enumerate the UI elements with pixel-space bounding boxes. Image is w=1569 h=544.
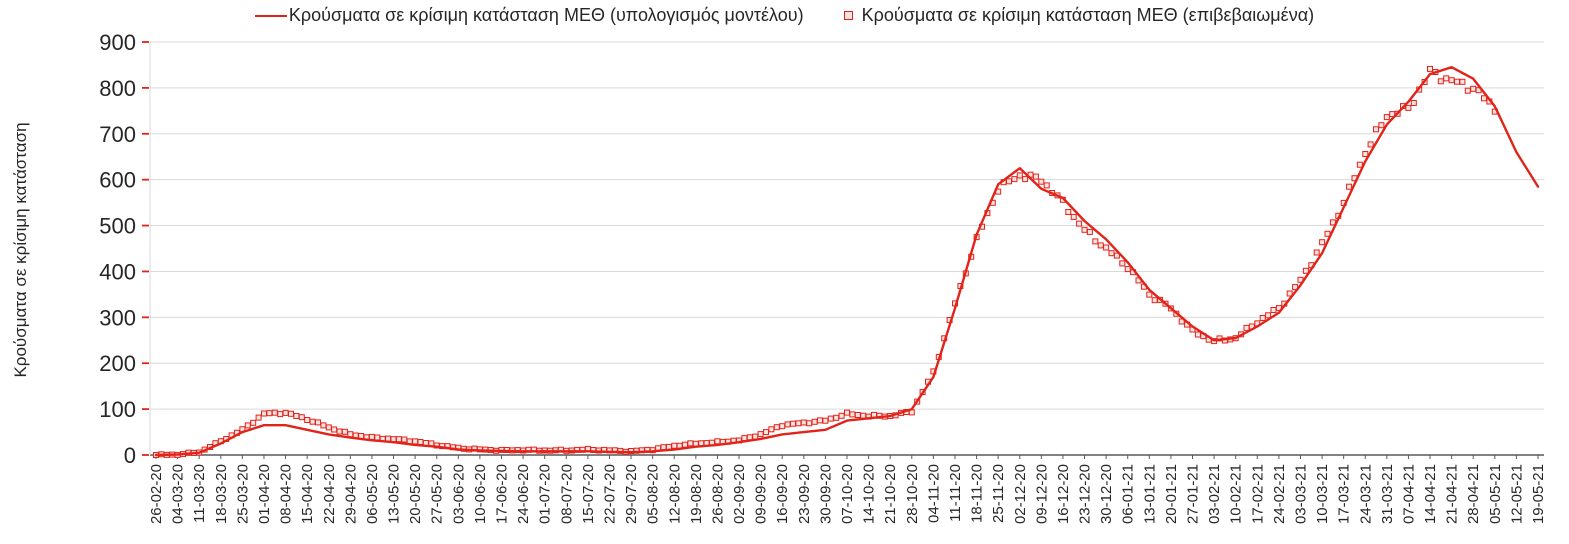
y-tick-label: 900 — [99, 30, 136, 55]
legend-item-confirmed: Κρούσματα σε κρίσιμη κατάσταση ΜΕΘ (επιβ… — [843, 5, 1315, 26]
x-tick-label: 24-06-20 — [515, 464, 532, 524]
x-tick-label: 24-03-21 — [1357, 464, 1374, 524]
x-tick-label: 09-09-20 — [753, 464, 770, 524]
x-tick-label: 25-03-20 — [234, 464, 251, 524]
x-tick-label: 08-04-20 — [278, 464, 295, 524]
x-tick-label: 21-04-21 — [1444, 464, 1461, 524]
chart-legend: Κρούσματα σε κρίσιμη κατάσταση ΜΕΘ (υπολ… — [0, 5, 1569, 26]
x-tick-label: 07-04-21 — [1400, 464, 1417, 524]
model-series-line — [154, 65, 1540, 457]
x-tick-label: 20-01-21 — [1163, 464, 1180, 524]
x-tick-label: 23-12-20 — [1077, 464, 1094, 524]
x-tick-label: 27-01-21 — [1185, 464, 1202, 524]
x-tick-label: 07-10-20 — [839, 464, 856, 524]
y-axis-title: Κρούσματα σε κρίσιμη κατάσταση — [11, 122, 30, 377]
x-tick-label: 10-02-21 — [1228, 464, 1245, 524]
x-tick-label: 03-02-21 — [1206, 464, 1223, 524]
legend-label-model: Κρούσματα σε κρίσιμη κατάσταση ΜΕΘ (υπολ… — [288, 5, 804, 25]
x-tick-label: 18-03-20 — [213, 464, 230, 524]
x-tick-label: 13-05-20 — [386, 464, 403, 524]
x-tick-label: 16-12-20 — [1055, 464, 1072, 524]
x-tick-label: 14-10-20 — [861, 464, 878, 524]
y-tick-label: 500 — [99, 214, 136, 239]
x-tick-label: 20-05-20 — [407, 464, 424, 524]
x-tick-label: 10-03-21 — [1314, 464, 1331, 524]
x-tick-label: 29-04-20 — [342, 464, 359, 524]
x-tick-label: 15-07-20 — [580, 464, 597, 524]
x-tick-label: 18-11-20 — [969, 464, 986, 523]
x-tick-label: 04-03-20 — [170, 464, 187, 524]
x-tick-label: 13-01-21 — [1141, 464, 1158, 524]
confirmed-square-swatch — [843, 11, 853, 20]
y-tick-label: 800 — [99, 76, 136, 101]
x-tick-label: 30-12-20 — [1098, 464, 1115, 524]
legend-label-confirmed: Κρούσματα σε κρίσιμη κατάσταση ΜΕΘ (επιβ… — [861, 5, 1315, 25]
x-tick-label: 21-10-20 — [882, 464, 899, 524]
y-tick-label: 700 — [99, 122, 136, 147]
x-tick-label: 31-03-21 — [1379, 464, 1396, 524]
x-tick-label: 22-04-20 — [321, 464, 338, 524]
x-tick-label: 09-12-20 — [1033, 464, 1050, 524]
x-tick-label: 05-08-20 — [645, 464, 662, 524]
x-tick-label: 17-03-21 — [1336, 464, 1353, 524]
x-tick-label: 15-04-20 — [299, 464, 316, 524]
x-tick-label: 06-05-20 — [364, 464, 381, 524]
y-tick-label: 600 — [99, 168, 136, 193]
x-tick-label: 26-02-20 — [148, 464, 165, 524]
x-tick-label: 11-11-20 — [947, 464, 964, 522]
confirmed-series — [153, 65, 1498, 458]
y-tick-label: 0 — [124, 443, 136, 468]
x-tick-label: 22-07-20 — [601, 464, 618, 524]
x-tick-label: 26-08-20 — [709, 464, 726, 524]
x-tick-label: 12-08-20 — [666, 464, 683, 524]
x-tick-label: 02-09-20 — [731, 464, 748, 524]
x-tick-label: 03-06-20 — [450, 464, 467, 524]
legend-item-model: Κρούσματα σε κρίσιμη κατάσταση ΜΕΘ (υπολ… — [254, 5, 804, 26]
x-tick-label: 02-12-20 — [1012, 464, 1029, 524]
x-tick-label: 01-04-20 — [256, 464, 273, 524]
x-tick-label: 16-09-20 — [774, 464, 791, 524]
x-tick-label: 25-11-20 — [990, 464, 1007, 523]
x-tick-label: 24-02-21 — [1271, 464, 1288, 524]
y-tick-label: 400 — [99, 259, 136, 284]
x-tick-label: 27-05-20 — [429, 464, 446, 524]
x-tick-label: 11-03-20 — [191, 464, 208, 523]
x-tick-label: 28-10-20 — [904, 464, 921, 524]
x-tick-label: 06-01-21 — [1120, 464, 1137, 524]
x-tick-label: 04-11-20 — [925, 464, 942, 523]
x-tick-label: 14-04-21 — [1422, 464, 1439, 524]
model-line-swatch — [254, 14, 287, 17]
x-tick-label: 19-08-20 — [688, 464, 705, 524]
y-tick-label: 300 — [99, 305, 136, 330]
x-tick-label: 30-09-20 — [817, 464, 834, 524]
x-tick-label: 17-02-21 — [1249, 464, 1266, 524]
x-tick-label: 03-03-21 — [1292, 464, 1309, 524]
x-tick-label: 08-07-20 — [558, 464, 575, 524]
x-tick-label: 10-06-20 — [472, 464, 489, 524]
y-tick-label: 100 — [99, 397, 136, 422]
x-tick-label: 28-04-21 — [1465, 464, 1482, 524]
x-tick-label: 29-07-20 — [623, 464, 640, 524]
y-tick-label: 200 — [99, 351, 136, 376]
x-tick-label: 05-05-21 — [1487, 464, 1504, 524]
x-tick-label: 12-05-21 — [1508, 464, 1525, 524]
x-tick-label: 01-07-20 — [537, 464, 554, 524]
x-tick-label: 17-06-20 — [494, 464, 511, 524]
x-tick-label: 19-05-21 — [1530, 464, 1547, 524]
x-tick-label: 23-09-20 — [796, 464, 813, 524]
